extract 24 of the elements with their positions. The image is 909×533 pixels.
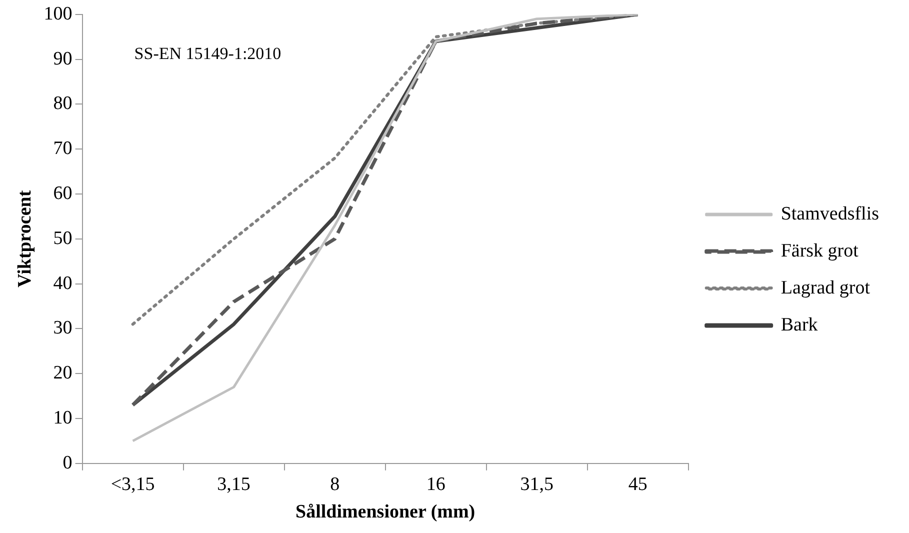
y-tick-label: 100 bbox=[44, 3, 72, 24]
y-tick-label: 40 bbox=[53, 272, 72, 294]
y-tick-label: 0 bbox=[62, 452, 72, 474]
legend-label: Stamvedsflis bbox=[780, 203, 880, 224]
x-axis-title: Sålldimensioner (mm) bbox=[296, 502, 476, 523]
legend-label: Färsk grot bbox=[780, 240, 860, 262]
legend-label: Bark bbox=[780, 314, 818, 336]
y-tick-label: 60 bbox=[53, 182, 72, 204]
x-tick-label: <3,15 bbox=[110, 474, 155, 495]
y-tick-label: 30 bbox=[53, 318, 72, 339]
y-tick-label: 90 bbox=[53, 48, 72, 70]
y-tick-label: 50 bbox=[53, 228, 72, 249]
x-tick-label: 45 bbox=[628, 474, 648, 495]
y-axis-title: Viktprocent bbox=[14, 190, 36, 288]
y-tick-label: 10 bbox=[53, 407, 72, 428]
x-tick-label: 16 bbox=[426, 474, 446, 495]
y-tick-label: 20 bbox=[53, 362, 72, 384]
y-tick-label: 80 bbox=[53, 93, 72, 114]
x-tick-label: 31,5 bbox=[520, 474, 554, 495]
x-tick-label: 8 bbox=[330, 474, 340, 495]
y-tick-label: 70 bbox=[53, 138, 72, 160]
legend-label: Lagrad grot bbox=[780, 277, 871, 298]
annotation: SS-EN 15149-1:2010 bbox=[134, 44, 282, 63]
x-tick-label: 3,15 bbox=[217, 474, 250, 495]
